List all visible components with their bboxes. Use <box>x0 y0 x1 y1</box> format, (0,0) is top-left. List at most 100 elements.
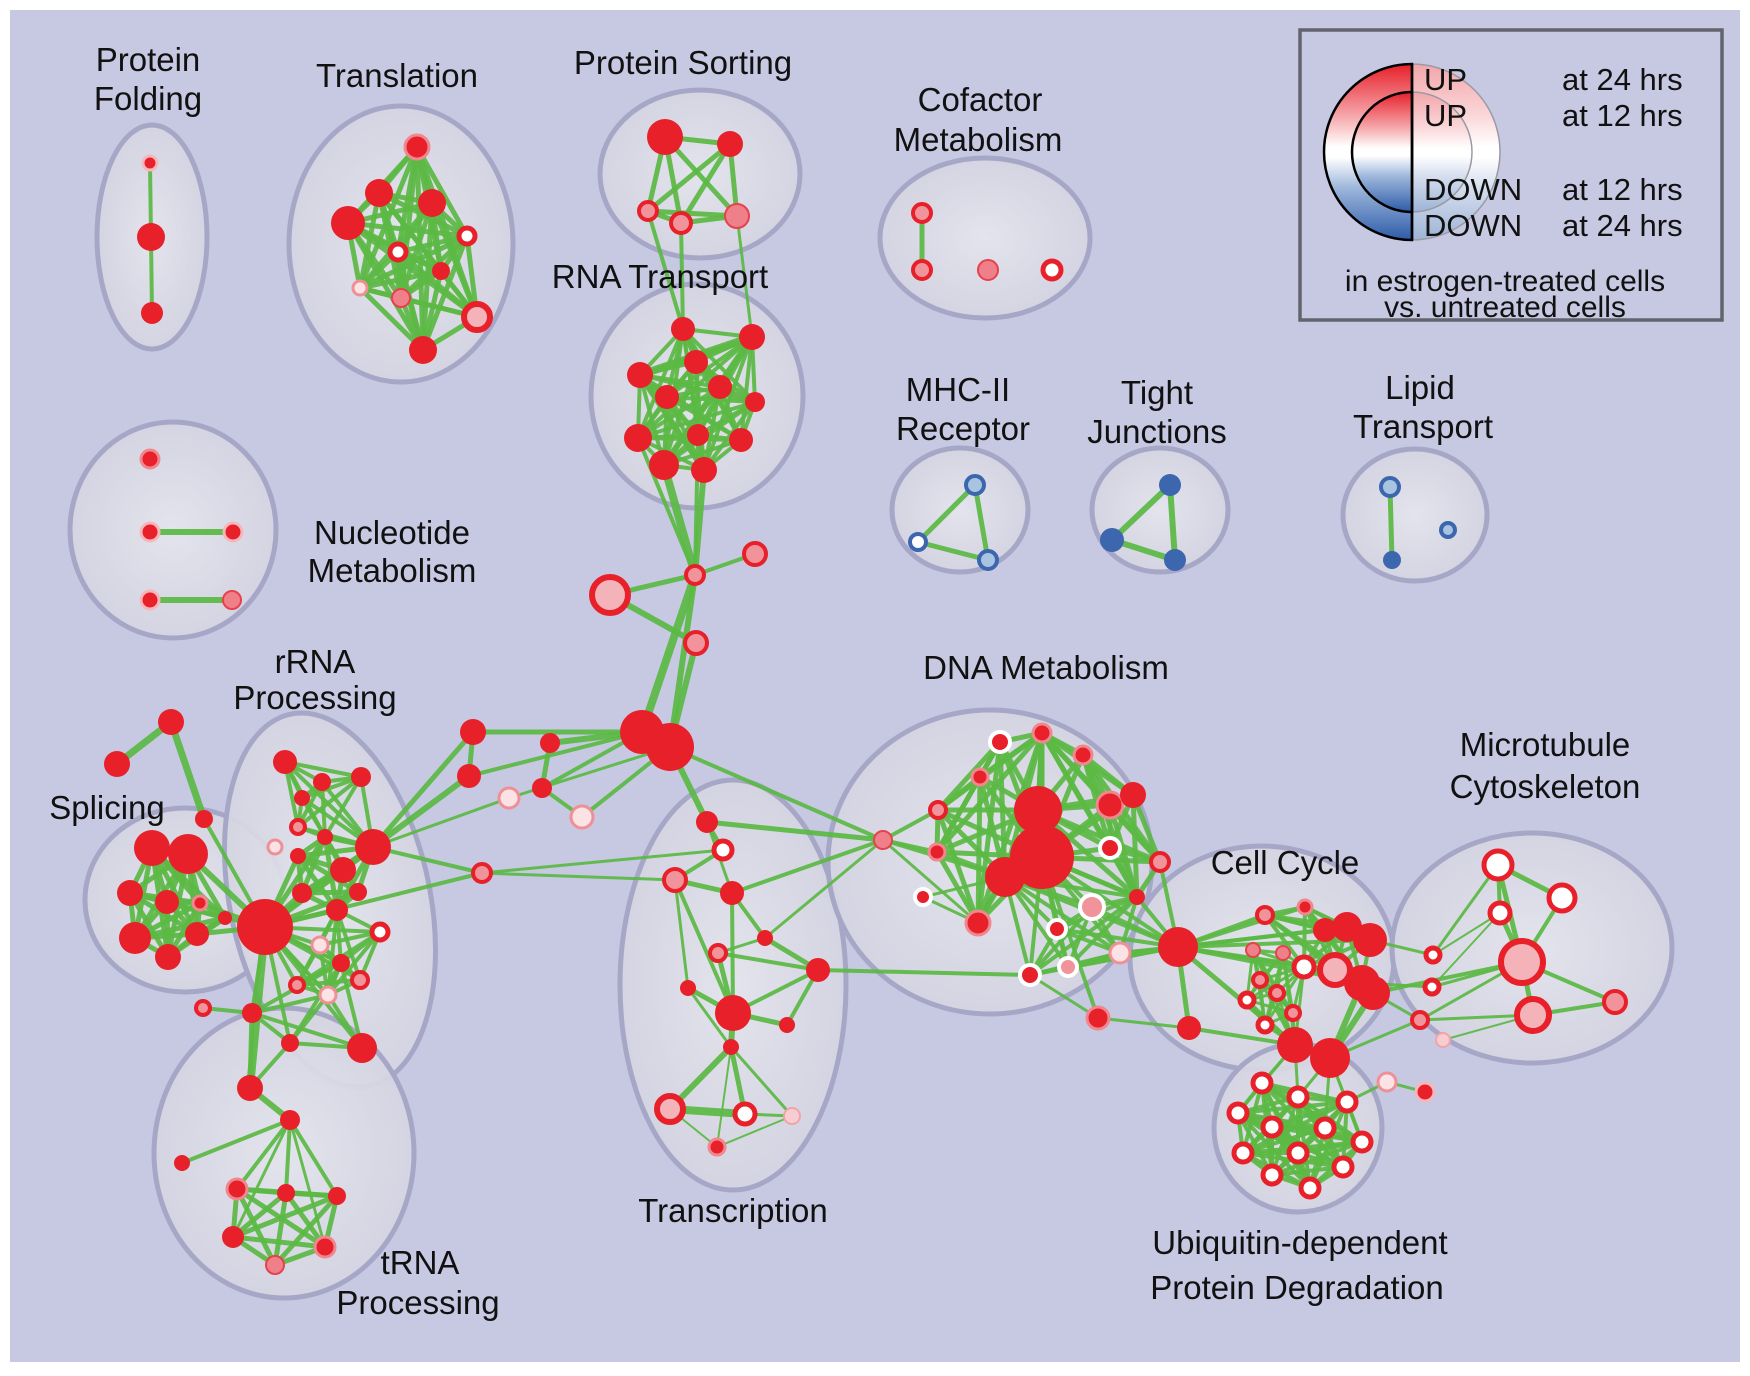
node-u5 <box>1260 1115 1284 1139</box>
edge-tn0-tn5 <box>231 1118 292 1239</box>
node-q7 <box>569 804 595 830</box>
node-rt4 <box>627 362 653 388</box>
edge-r19-r22 <box>288 993 330 1045</box>
edge-tj1-tj3 <box>1167 482 1178 563</box>
node-x3 <box>662 867 688 893</box>
edge-ps4-rt1 <box>679 221 685 331</box>
cofactor-label: Cofactor <box>918 81 1043 118</box>
node-d17 <box>1018 963 1042 987</box>
edge-mh1-mh2 <box>915 482 978 545</box>
node-cc14 <box>1237 990 1257 1010</box>
node-r21 <box>194 999 212 1017</box>
edge-d5-d21 <box>975 730 1045 926</box>
node-ps1 <box>647 119 683 155</box>
edge-c4-x2 <box>480 848 725 875</box>
mhc-label: MHC-II <box>906 371 1010 408</box>
node-u2 <box>1286 1085 1310 1109</box>
edge-c2-r9 <box>370 773 472 850</box>
node-tr6 <box>387 241 409 263</box>
edge-c4-r9 <box>371 845 484 875</box>
node-cf4 <box>1040 258 1064 282</box>
edge-rt8-q1 <box>636 436 697 577</box>
node-m3 <box>1487 900 1513 926</box>
edge-u3-u4 <box>1236 1100 1349 1115</box>
edge-d22-d23 <box>1096 1016 1191 1030</box>
edge-q1-hub2 <box>667 572 698 750</box>
node-rt3 <box>684 350 708 374</box>
node-cc8 <box>1291 954 1317 980</box>
edge-d1-d21 <box>935 807 981 926</box>
node-mh2 <box>908 532 928 552</box>
node-d8 <box>1010 825 1074 889</box>
node-r5 <box>289 818 307 836</box>
node-x14 <box>783 1107 801 1125</box>
edge-tn0-tn3 <box>284 1118 292 1195</box>
edge-d0-d1 <box>881 808 940 842</box>
node-d13 <box>1149 851 1171 873</box>
node-r9 <box>355 829 391 865</box>
edge-r14-r19 <box>326 930 382 997</box>
node-d14 <box>1129 889 1145 905</box>
lipid-transport-label: Lipid <box>1385 369 1455 406</box>
edge-tn1-tn0 <box>180 1118 292 1165</box>
node-x4 <box>720 881 744 905</box>
node-r23 <box>347 1033 377 1063</box>
node-x6 <box>708 943 728 963</box>
edge-tr5-tr6 <box>395 233 470 255</box>
legend-box <box>1298 28 1724 322</box>
edge-x4-x9 <box>730 891 735 1015</box>
node-s6 <box>119 922 151 954</box>
edge-mh1-mh3 <box>972 482 991 563</box>
edge-mh2-mh3 <box>915 539 991 563</box>
edge-c4-x3 <box>480 871 677 882</box>
edge-cc11-m4 <box>1371 960 1524 995</box>
node-mb2 <box>1422 977 1442 997</box>
edge-x5-d0 <box>763 838 885 940</box>
node-cc6 <box>1245 942 1261 958</box>
node-tj2 <box>1100 528 1124 552</box>
nucleotide-label: Nucleotide <box>314 514 470 551</box>
node-u6 <box>1313 1116 1337 1140</box>
node-rt2 <box>739 324 765 350</box>
node-d19 <box>1108 941 1132 965</box>
edge-d14-d17 <box>1028 895 1139 977</box>
node-q1 <box>684 564 706 586</box>
node-lp1 <box>1379 476 1401 498</box>
mhc-label: Receptor <box>896 410 1030 447</box>
edge-tj1-tj2 <box>1109 482 1173 543</box>
node-x5 <box>757 930 773 946</box>
node-cc11 <box>1356 976 1390 1010</box>
node-ps3 <box>637 200 659 222</box>
node-lp3 <box>1439 521 1457 539</box>
node-r6 <box>266 838 284 856</box>
edge-d16-d24 <box>1055 927 1180 949</box>
edge-x3-x9 <box>673 878 735 1015</box>
edge-rt1-rt8 <box>636 327 685 440</box>
edge-rt4-rt7 <box>638 373 757 404</box>
node-m5 <box>1514 996 1552 1034</box>
node-mh3 <box>977 549 999 571</box>
cell-cycle-label: Cell Cycle <box>1211 844 1360 881</box>
node-cc15 <box>1255 1015 1275 1035</box>
node-tn6 <box>313 1235 337 1259</box>
edge-tr7-tr8 <box>357 268 444 291</box>
node-cf2 <box>911 259 933 281</box>
edge-d24-cc2 <box>1176 905 1307 949</box>
node-tr4 <box>331 206 365 240</box>
node-s5 <box>191 894 209 912</box>
cofactor-label: Metabolism <box>894 121 1063 158</box>
legend: UP at 24 hrs UP at 12 hrs DOWN at 12 hrs… <box>1298 28 1724 324</box>
splicing-label: Splicing <box>49 789 165 826</box>
edge-d0-d21 <box>881 838 980 925</box>
edge-rt11-q1 <box>660 461 699 579</box>
node-u1 <box>1250 1071 1274 1095</box>
node-ps5 <box>724 203 750 229</box>
lipid-transport-label: Transport <box>1353 408 1493 445</box>
node-rt5 <box>655 385 679 409</box>
edge-d3-d5 <box>977 730 1045 780</box>
edge-tn4-tn7 <box>272 1193 340 1268</box>
node-d23 <box>1177 1016 1201 1040</box>
edge-tn0-tn4 <box>288 1118 339 1198</box>
